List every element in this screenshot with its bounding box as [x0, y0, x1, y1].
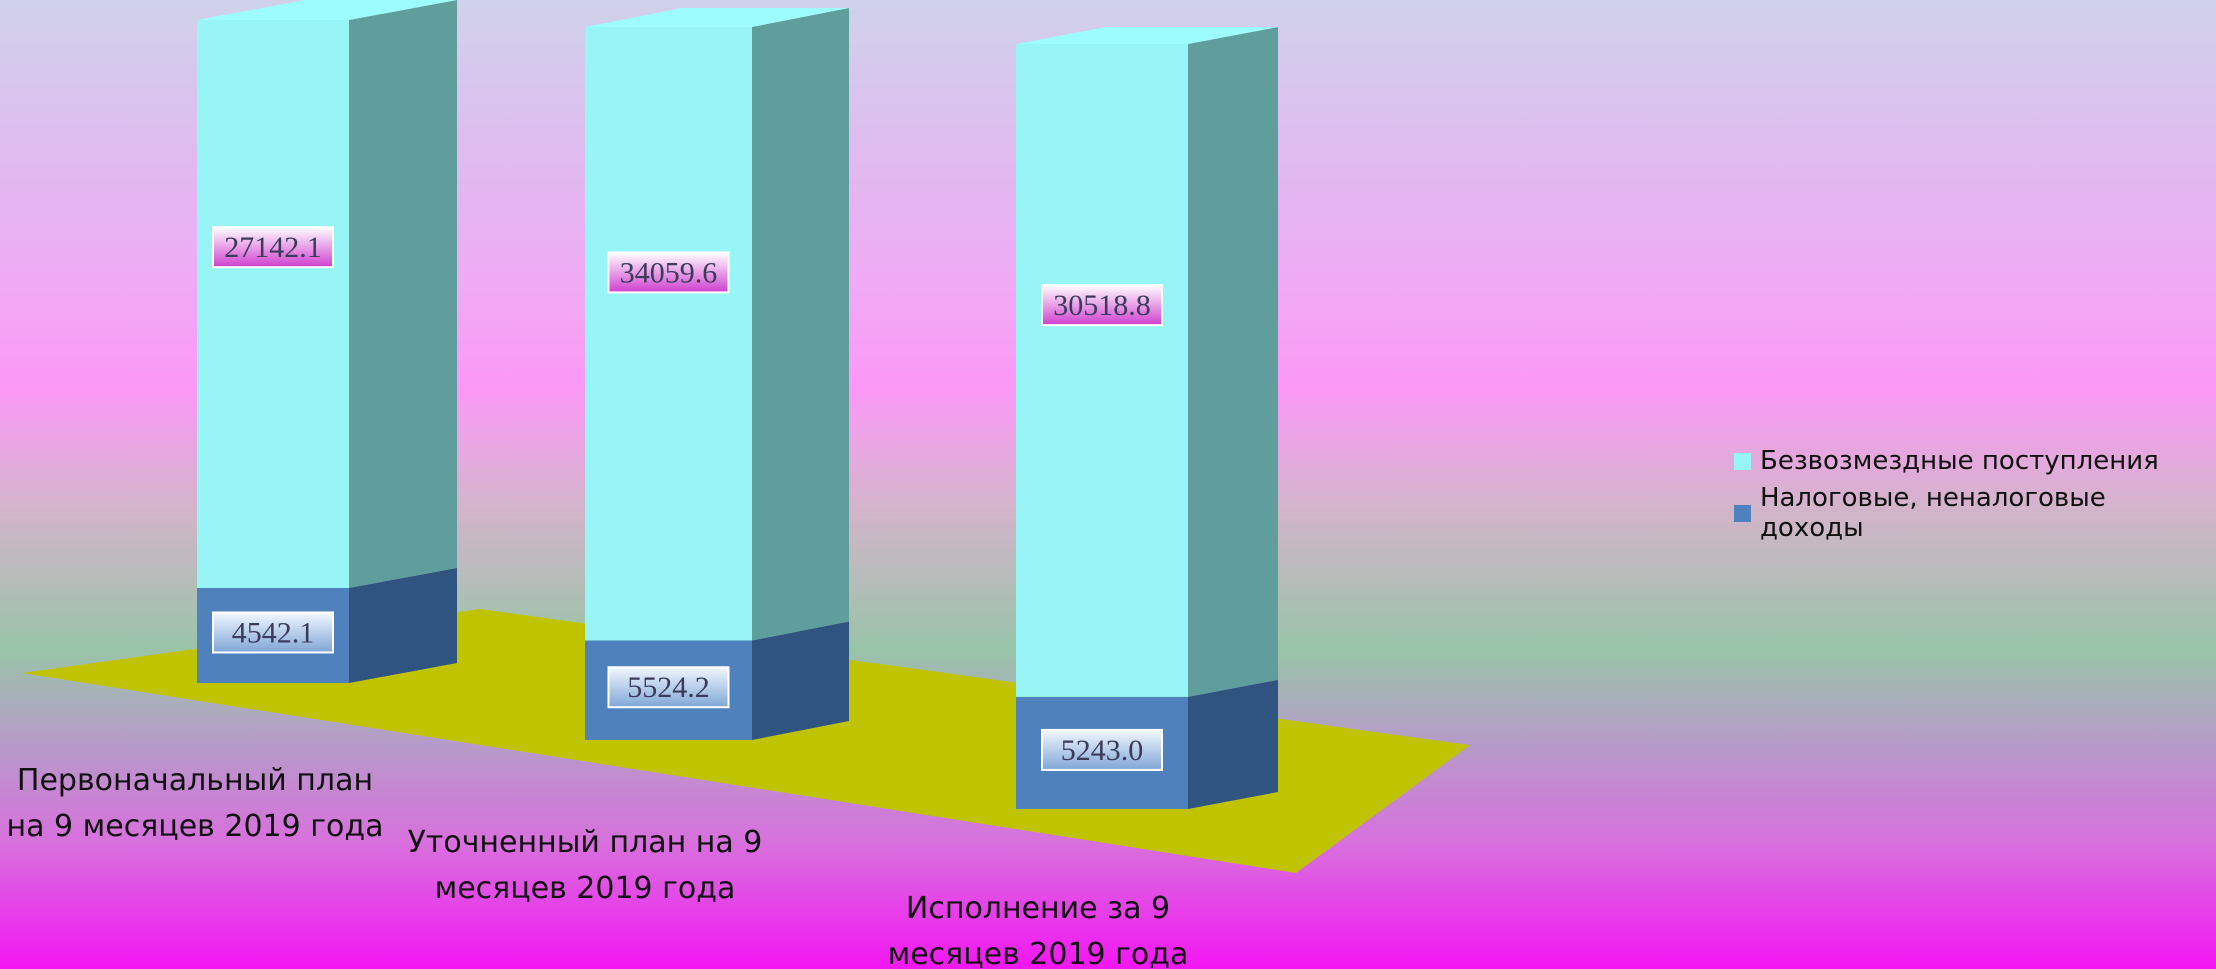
data-label-nalogovye-1-bg	[212, 611, 334, 654]
bar-segment-nalogovye-2-side	[752, 621, 849, 740]
bar-segment-bezvozmezdnye-1	[197, 0, 457, 588]
bar-stack-1: 4542.1 27142.1	[197, 0, 457, 683]
legend-label-nalogovye: Налоговые, неналоговые доходы	[1759, 483, 2106, 543]
bar-segment-bezvozmezdnye-3-front	[1016, 44, 1188, 697]
bar-segment-bezvozmezdnye-2-side	[752, 8, 849, 641]
bar-segment-bezvozmezdnye-3	[1016, 27, 1278, 697]
data-label-bezvozmezdnye-2-bg	[607, 251, 730, 294]
bar-segment-nalogovye-3-side	[1188, 679, 1278, 809]
bar-stack-2: 5524.2 34059.6	[585, 8, 849, 740]
data-label-bezvozmezdnye-2-text: 34059.6	[620, 256, 718, 289]
data-label-bezvozmezdnye-3-bg	[1041, 284, 1163, 327]
bar-segment-bezvozmezdnye-2-front	[585, 27, 752, 641]
legend-swatch-nalogovye	[1734, 504, 1751, 522]
data-label-nalogovye-2-text: 5524.2	[627, 671, 710, 704]
category-label-1-line-1: Первоначальный план	[17, 763, 373, 798]
data-label-bezvozmezdnye-3: 30518.8	[1041, 284, 1163, 327]
bar-segment-bezvozmezdnye-1-front	[197, 20, 349, 588]
legend-item-nalogovye: Налоговые, неналоговые доходы	[1734, 483, 2216, 543]
category-label-2-line-1: Уточненный план на 9	[408, 825, 763, 860]
data-label-nalogovye-2-bg	[607, 666, 730, 709]
bar-segment-bezvozmezdnye-3-side	[1188, 27, 1278, 697]
bar-segment-bezvozmezdnye-3-top	[1016, 27, 1278, 44]
category-label-2: Уточненный план на 9 месяцев 2019 года	[408, 825, 763, 906]
category-label-1-line-2: на 9 месяцев 2019 года	[6, 809, 383, 844]
bars-group: 4542.1 27142.1 5524.2 34059.6 5243.0 30518.8	[197, 0, 1278, 809]
legend-swatch-bezvozmezdnye	[1734, 452, 1751, 470]
data-label-nalogovye-1-text: 4542.1	[232, 616, 315, 649]
bar-segment-bezvozmezdnye-1-side	[349, 0, 457, 588]
data-label-bezvozmezdnye-3-text: 30518.8	[1053, 289, 1151, 322]
bar-stack-3: 5243.0 30518.8	[1016, 27, 1278, 809]
category-labels: Первоначальный план на 9 месяцев 2019 год…	[6, 763, 1188, 969]
data-label-nalogovye-3-bg	[1041, 728, 1163, 771]
bar-segment-bezvozmezdnye-2	[585, 8, 849, 641]
bar-segment-bezvozmezdnye-1-top	[197, 0, 457, 20]
category-label-1: Первоначальный план на 9 месяцев 2019 год…	[6, 763, 383, 844]
data-label-bezvozmezdnye-2: 34059.6	[607, 251, 730, 294]
legend-item-bezvozmezdnye: Безвозмездные поступления	[1734, 446, 2216, 476]
legend: Безвозмездные поступления Налоговые, нен…	[1734, 446, 2216, 550]
legend-label-bezvozmezdnye: Безвозмездные поступления	[1760, 446, 2159, 476]
data-label-nalogovye-1: 4542.1	[212, 611, 334, 654]
category-label-3: Исполнение за 9 месяцев 2019 года	[888, 891, 1189, 969]
category-label-2-line-2: месяцев 2019 года	[435, 871, 736, 906]
data-label-bezvozmezdnye-1-bg	[212, 226, 334, 269]
data-label-nalogovye-3-text: 5243.0	[1061, 734, 1144, 767]
data-label-bezvozmezdnye-1: 27142.1	[212, 226, 334, 269]
category-label-3-line-2: месяцев 2019 года	[888, 937, 1189, 969]
bar-segment-bezvozmezdnye-2-top	[585, 8, 849, 27]
category-label-3-line-1: Исполнение за 9	[906, 891, 1170, 926]
bar-segment-nalogovye-1-side	[349, 567, 457, 683]
data-label-bezvozmezdnye-1-text: 27142.1	[224, 231, 322, 264]
data-label-nalogovye-2: 5524.2	[607, 666, 730, 709]
data-label-nalogovye-3: 5243.0	[1041, 728, 1163, 771]
